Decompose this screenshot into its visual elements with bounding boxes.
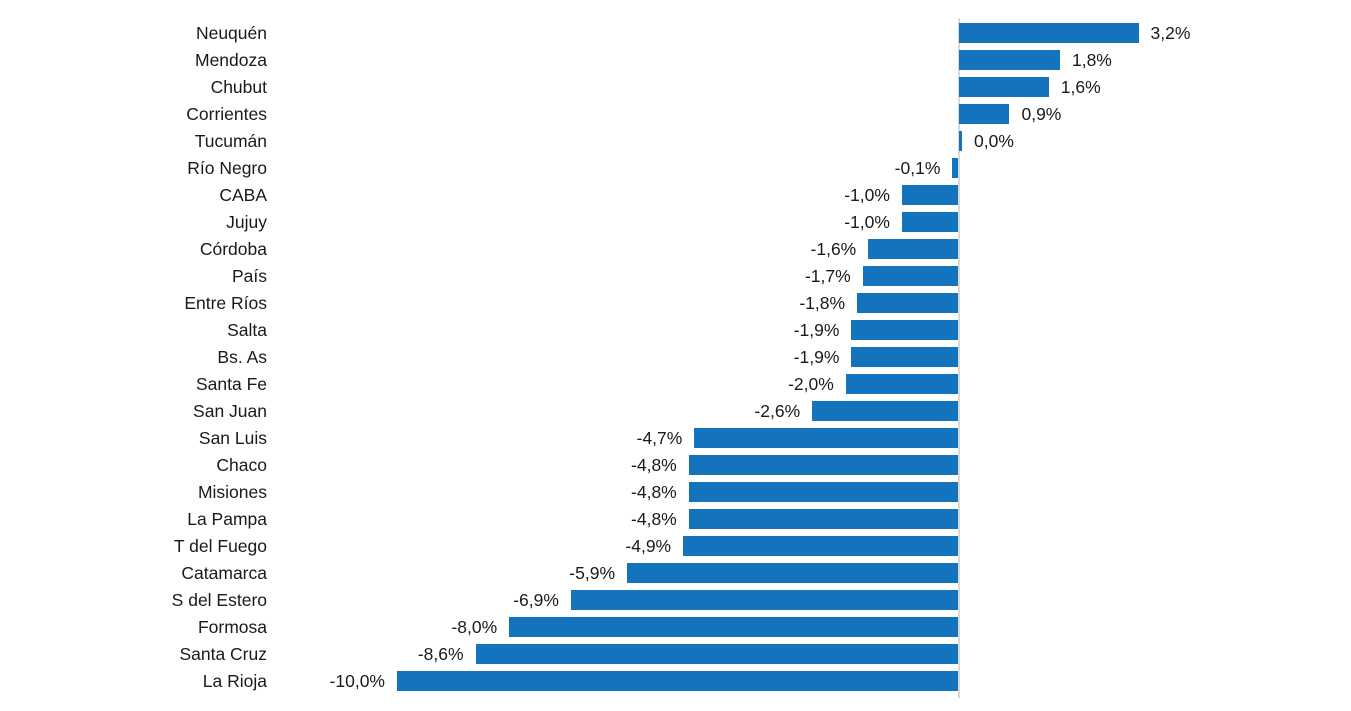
value-label: -1,9% — [793, 347, 840, 367]
category-label: San Luis — [198, 428, 267, 448]
category-label: Formosa — [197, 617, 267, 637]
bar — [845, 374, 958, 394]
bar — [683, 536, 958, 556]
value-label: -5,9% — [569, 563, 616, 583]
category-label: T del Fuego — [173, 536, 267, 556]
bar — [570, 590, 958, 610]
category-label: Córdoba — [199, 239, 267, 259]
category-label: Chaco — [216, 455, 267, 475]
category-label: CABA — [219, 185, 267, 205]
value-label: -8,6% — [417, 644, 464, 664]
bar — [688, 509, 958, 529]
value-label: -2,6% — [754, 401, 801, 421]
value-label: 1,6% — [1060, 77, 1101, 97]
value-label: -8,0% — [451, 617, 498, 637]
category-label: Neuquén — [195, 23, 267, 43]
category-label: País — [231, 266, 267, 286]
value-label: -1,7% — [804, 266, 851, 286]
bar — [627, 563, 958, 583]
bar — [862, 266, 958, 286]
bar — [868, 239, 958, 259]
category-label: Chubut — [210, 77, 267, 97]
value-label: -1,6% — [810, 239, 857, 259]
category-label: San Juan — [193, 401, 267, 421]
value-label: -4,8% — [631, 509, 677, 529]
value-label: -4,8% — [631, 482, 677, 502]
category-label: Río Negro — [187, 158, 267, 178]
bar — [959, 77, 1049, 97]
value-label: -2,0% — [788, 374, 834, 394]
value-label: -4,7% — [636, 428, 683, 448]
value-label: 0,9% — [1021, 104, 1062, 124]
value-label: -6,9% — [513, 590, 559, 610]
category-label: Entre Ríos — [184, 293, 267, 313]
value-label: -4,8% — [631, 455, 677, 475]
category-label: Catamarca — [181, 563, 267, 583]
category-label: Jujuy — [226, 212, 267, 232]
value-label: 1,8% — [1071, 50, 1112, 70]
bar — [694, 428, 958, 448]
value-label: 3,2% — [1150, 23, 1191, 43]
category-label: Misiones — [197, 482, 267, 502]
value-label: -1,0% — [844, 212, 890, 232]
bar — [901, 185, 958, 205]
category-label: Santa Fe — [195, 374, 267, 394]
bar — [688, 482, 958, 502]
category-label: Mendoza — [195, 50, 267, 70]
value-label: -1,8% — [799, 293, 846, 313]
category-label: Santa Cruz — [179, 644, 267, 664]
value-label: -1,9% — [793, 320, 840, 340]
value-label: -10,0% — [329, 671, 385, 691]
bar — [857, 293, 958, 313]
category-label: Tucumán — [194, 131, 267, 151]
bar — [851, 347, 958, 367]
value-label: -0,1% — [894, 158, 941, 178]
value-label: -1,0% — [844, 185, 890, 205]
bar — [901, 212, 958, 232]
bar — [509, 617, 958, 637]
value-label: -4,9% — [625, 536, 672, 556]
bar — [475, 644, 958, 664]
bar — [959, 131, 962, 151]
bar — [952, 158, 958, 178]
bar — [959, 50, 1060, 70]
category-label: Corrientes — [186, 104, 267, 124]
category-label: Salta — [227, 320, 267, 340]
category-label: Bs. As — [217, 347, 267, 367]
zero-axis-line — [958, 18, 960, 698]
bar — [959, 104, 1010, 124]
category-label: S del Estero — [171, 590, 267, 610]
bar — [397, 671, 958, 691]
category-label: La Pampa — [187, 509, 267, 529]
value-label: 0,0% — [974, 131, 1014, 151]
bar — [851, 320, 958, 340]
bar — [812, 401, 958, 421]
bar — [688, 455, 958, 475]
bar — [959, 23, 1139, 43]
category-label: La Rioja — [202, 671, 267, 691]
